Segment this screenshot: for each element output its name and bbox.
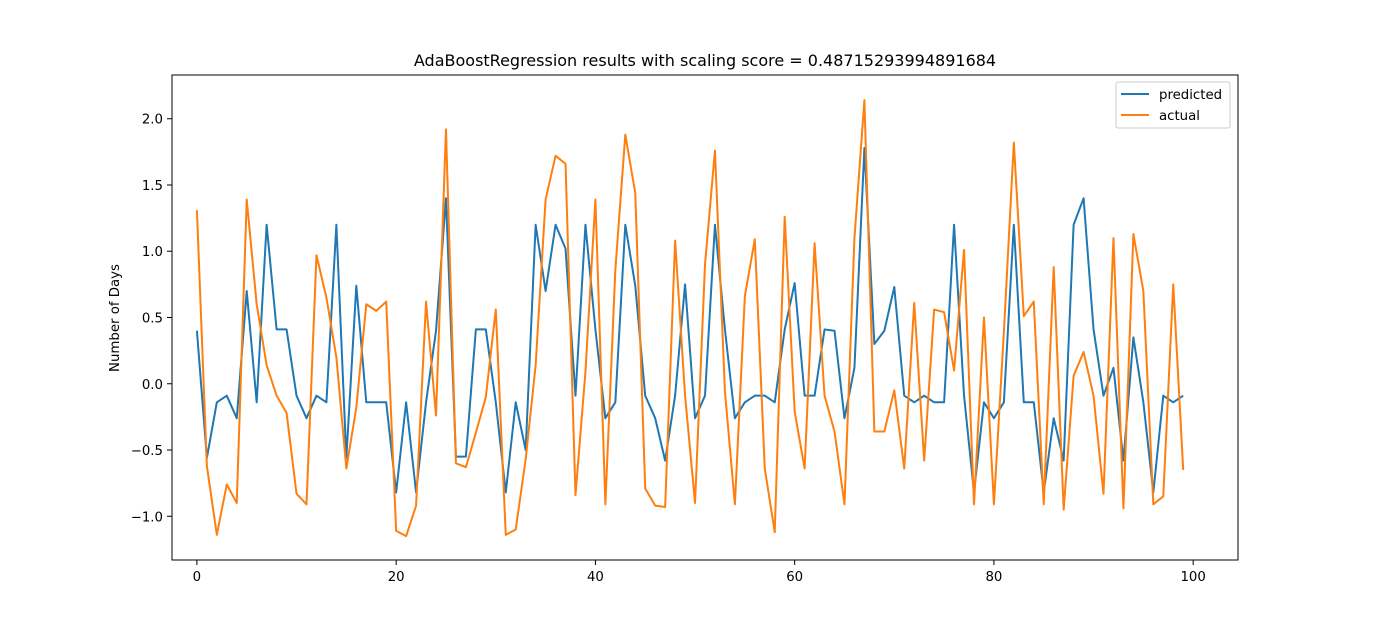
y-tick-label: 1.5 — [142, 179, 163, 194]
x-tick-label: 100 — [1180, 570, 1205, 585]
y-tick-label: −1.0 — [131, 510, 163, 525]
y-axis-label: Number of Days — [108, 264, 123, 372]
legend-label-actual: actual — [1159, 109, 1200, 124]
x-tick-label: 40 — [587, 570, 604, 585]
x-tick-label: 20 — [388, 570, 405, 585]
legend-label-predicted: predicted — [1159, 88, 1222, 103]
y-tick-label: −0.5 — [131, 444, 163, 459]
chart-title: AdaBoostRegression results with scaling … — [414, 51, 996, 70]
x-tick-label: 60 — [786, 570, 803, 585]
y-tick-label: 1.0 — [142, 245, 163, 260]
y-tick-label: 0.5 — [142, 312, 163, 327]
plot-frame — [171, 74, 1239, 561]
y-tick-label: 2.0 — [142, 113, 163, 128]
series-line-predicted — [195, 146, 1184, 494]
x-tick-label: 80 — [985, 570, 1002, 585]
series-line-actual — [195, 99, 1185, 538]
y-tick-label: 0.0 — [142, 378, 163, 393]
x-tick-label: 0 — [193, 570, 201, 585]
legend: predicted actual — [1115, 81, 1231, 129]
plot-area: 0 20 40 60 80 100 −1.0 −0.5 0.0 0.5 1.0 1.5 2.0 — [131, 99, 1206, 585]
